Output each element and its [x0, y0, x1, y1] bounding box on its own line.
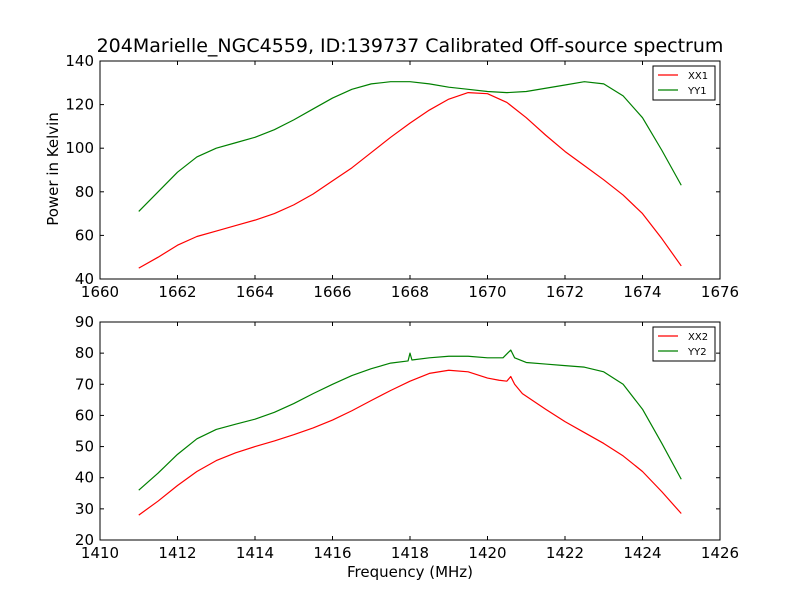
bottom-y-tick-label: 30 [75, 500, 94, 518]
top-x-tick-label: 1662 [158, 283, 196, 301]
top-y-tick-label: 120 [65, 96, 94, 114]
bottom-y-tick-label: 50 [75, 438, 94, 456]
bottom-y-tick-label: 80 [75, 344, 94, 362]
bottom-series-line-yy2 [138, 349, 682, 491]
bottom-y-tick-label: 40 [75, 469, 94, 487]
top-y-tick-label: 100 [65, 139, 94, 157]
bottom-x-tick-label: 1422 [546, 544, 584, 562]
bottom-y-tick-label: 20 [75, 531, 94, 549]
bottom-x-tick-label: 1414 [236, 544, 274, 562]
top-series-line-xx1 [138, 92, 682, 269]
top-legend-label-xx1: XX1 [688, 71, 708, 82]
top-y-tick-label: 60 [75, 226, 94, 244]
bottom-y-tick-label: 90 [75, 313, 94, 331]
top-legend-box [652, 65, 716, 101]
bottom-panel: 1410 1412 1414 1416 1418 1420 1422 1424 1426 20 30… [75, 313, 739, 562]
top-panel: 1660 1662 1664 1666 1668 1670 1672 1674 1676 40 60… [65, 52, 739, 301]
bottom-x-axis-label: Frequency (MHz) [347, 563, 473, 581]
top-x-tick-label: 1674 [623, 283, 661, 301]
top-legend-label-yy1: YY1 [687, 86, 707, 97]
bottom-x-tick-label: 1424 [623, 544, 661, 562]
top-x-tick-label: 1668 [391, 283, 429, 301]
top-y-tick-label: 80 [75, 183, 94, 201]
top-y-axis-label: Power in Kelvin [44, 112, 62, 226]
top-x-tick-label: 1670 [468, 283, 506, 301]
top-x-tick-label: 1666 [313, 283, 351, 301]
top-x-tick-label: 1664 [236, 283, 274, 301]
bottom-x-tick-label: 1426 [701, 544, 739, 562]
top-series-line-yy1 [138, 81, 682, 212]
bottom-legend-label-xx2: XX2 [688, 332, 708, 343]
bottom-legend-box [652, 326, 716, 362]
bottom-x-tick-label: 1420 [468, 544, 506, 562]
bottom-y-tick-label: 70 [75, 375, 94, 393]
bottom-x-tick-label: 1412 [158, 544, 196, 562]
bottom-legend-label-yy2: YY2 [687, 347, 707, 358]
chart-title: 204Marielle_NGC4559, ID:139737 Calibrate… [97, 35, 724, 57]
bottom-y-tick-label: 60 [75, 406, 94, 424]
top-x-tick-label: 1676 [701, 283, 739, 301]
top-y-tick-label: 40 [75, 270, 94, 288]
bottom-x-tick-label: 1416 [313, 544, 351, 562]
bottom-x-tick-label: 1410 [81, 544, 119, 562]
top-x-tick-label: 1660 [81, 283, 119, 301]
top-x-tick-label: 1672 [546, 283, 584, 301]
bottom-series-line-xx2 [138, 369, 682, 516]
bottom-x-tick-label: 1418 [391, 544, 429, 562]
top-y-tick-label: 140 [65, 52, 94, 70]
